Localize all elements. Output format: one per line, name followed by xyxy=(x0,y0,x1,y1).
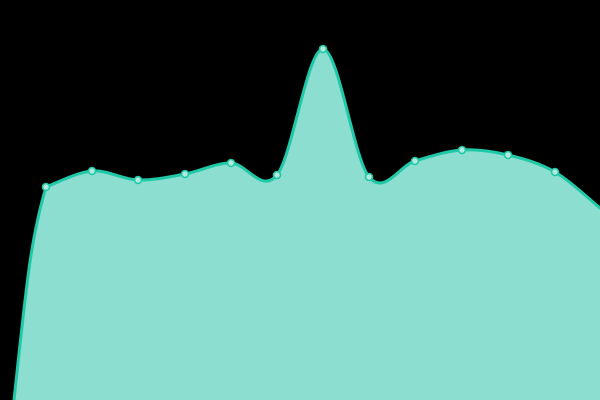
data-point-marker xyxy=(410,156,420,166)
data-point-markers xyxy=(41,44,560,192)
data-point-marker xyxy=(133,175,143,185)
data-point-marker xyxy=(41,182,51,192)
data-point-marker xyxy=(226,158,236,168)
data-point-marker xyxy=(503,150,513,160)
data-point-marker xyxy=(364,172,374,182)
area-fill-region xyxy=(14,48,600,400)
data-point-marker xyxy=(180,169,190,179)
data-point-marker xyxy=(272,170,282,180)
data-point-marker xyxy=(318,44,328,54)
data-point-marker xyxy=(87,166,97,176)
data-point-marker xyxy=(550,167,560,177)
area-line-stroke xyxy=(12,47,600,400)
data-point-marker xyxy=(457,145,467,155)
